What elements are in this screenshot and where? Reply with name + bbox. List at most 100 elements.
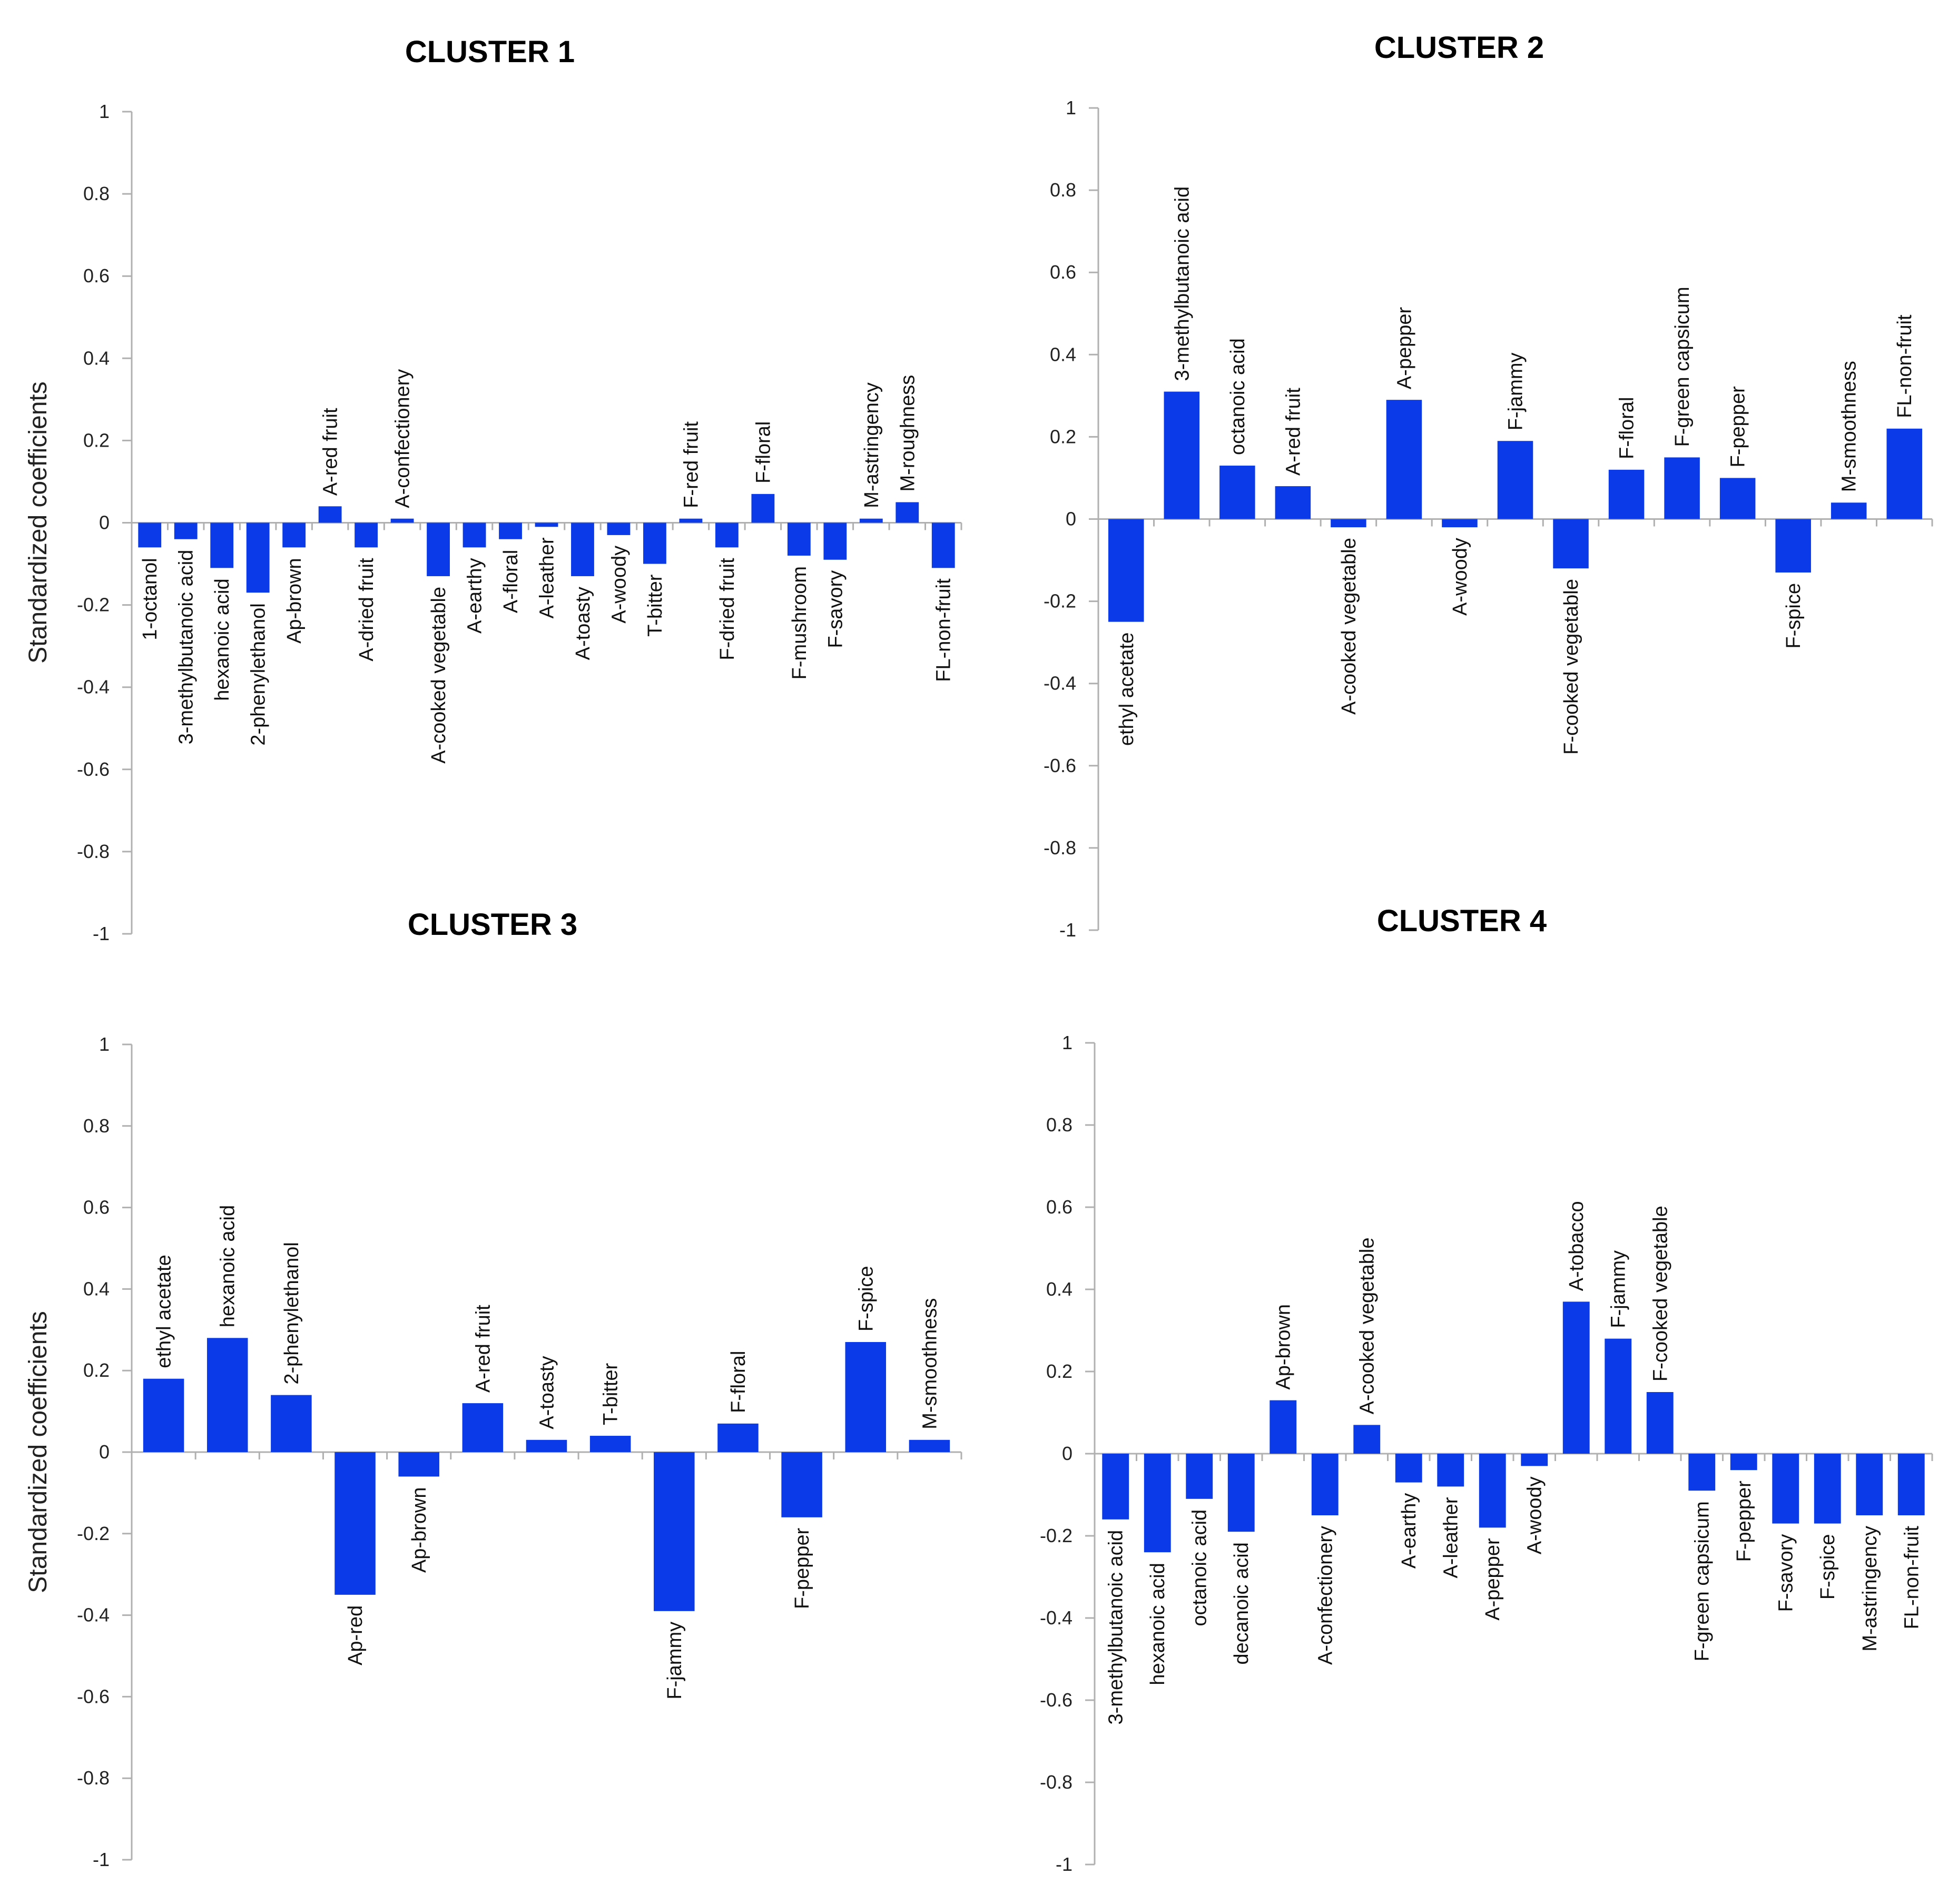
bar xyxy=(1553,519,1589,569)
bar xyxy=(643,522,666,564)
bar-label: T-bitter xyxy=(600,1363,622,1425)
chart-cluster-1: CLUSTER 1 1 0.8 0.6 0.4 0.2 0 -0.2 -0.4 -0.6 -0.8 -… xyxy=(24,35,962,944)
bar xyxy=(1186,1454,1213,1499)
bar-label: T-bitter xyxy=(644,574,666,637)
bar-label: FL-non-fruit xyxy=(1901,1526,1923,1630)
y-tick-label: 0.2 xyxy=(1050,426,1076,447)
bar-label: FL-non-fruit xyxy=(1894,314,1916,418)
bar xyxy=(1730,1454,1757,1471)
y-tick-label: 1 xyxy=(1062,1032,1073,1053)
bar-label: M-roughness xyxy=(897,375,919,492)
bar-label: M-smoothness xyxy=(919,1298,941,1429)
bar xyxy=(1646,1392,1674,1454)
bar xyxy=(334,1452,376,1595)
chart-cluster-4: CLUSTER 4 1 0.8 0.6 0.4 0.2 0 -0.2 -0.4 -0.6 -0.8 -… xyxy=(1040,904,1933,1875)
bar-label: A-woody xyxy=(1449,538,1471,616)
bar xyxy=(1102,1454,1129,1520)
bar-label: F-green capsicum xyxy=(1671,287,1694,447)
y-tick-label: -0.8 xyxy=(1040,1771,1073,1793)
bar-label: F-pepper xyxy=(1733,1481,1755,1562)
bar-label: A-woody xyxy=(608,546,630,624)
y-tick-label: -0.2 xyxy=(77,594,110,616)
bar-label: hexanoic acid xyxy=(217,1205,239,1327)
bar-label: F-jammy xyxy=(664,1622,686,1700)
bar-label: A-tobacco xyxy=(1566,1201,1588,1291)
bar-label: hexanoic acid xyxy=(1147,1563,1169,1685)
bar xyxy=(499,522,522,539)
bar-label: 3-methylbutanoic acid xyxy=(175,550,198,745)
bar xyxy=(571,522,594,576)
bar-label: A-red fruit xyxy=(320,408,342,496)
bar xyxy=(282,522,306,548)
y-tick-label: 0.4 xyxy=(1046,1278,1073,1300)
bar xyxy=(679,518,703,523)
bar-label: F-spice xyxy=(1817,1534,1839,1600)
y-tick-label: -0.6 xyxy=(77,758,110,780)
bar xyxy=(1270,1400,1297,1454)
y-tick-label: 0.6 xyxy=(1046,1196,1073,1218)
bar-label: F-jammy xyxy=(1608,1250,1630,1328)
bar-label: Ap-brown xyxy=(1273,1304,1295,1390)
y-tick-label: 0.2 xyxy=(1046,1360,1073,1382)
bar xyxy=(1479,1454,1506,1528)
bar-label: A-confectionery xyxy=(1314,1526,1336,1665)
y-tick-label: -0.8 xyxy=(77,1767,110,1789)
y-tick-label: -0.4 xyxy=(77,676,110,698)
bar xyxy=(1664,457,1700,519)
bar-label: 1-octanol xyxy=(139,558,161,640)
y-tick-label: -1 xyxy=(93,1849,110,1870)
bar-label: A-leather xyxy=(536,537,558,619)
bar-label: M-astringency xyxy=(861,382,883,508)
y-tick-label: 0.4 xyxy=(83,1278,110,1299)
bar-label: A-cooked vegetable xyxy=(428,587,450,764)
y-tick-label: -0.8 xyxy=(1044,837,1076,859)
y-tick-label: -1 xyxy=(93,923,110,944)
bar-label: A-earthy xyxy=(1398,1493,1420,1569)
bar-label: ethyl acetate xyxy=(153,1255,175,1368)
y-tick-label: 1 xyxy=(99,101,110,122)
bar xyxy=(1562,1301,1590,1454)
bar xyxy=(1395,1454,1422,1483)
y-tick-label: 1 xyxy=(1066,97,1076,119)
bar xyxy=(1442,519,1478,528)
bar xyxy=(390,518,414,523)
chart-title: CLUSTER 1 xyxy=(405,35,575,69)
bar xyxy=(1688,1454,1716,1491)
bar xyxy=(1353,1425,1381,1454)
bar-label: 2-phenylethanol xyxy=(281,1242,303,1384)
bar xyxy=(1608,469,1645,519)
bar xyxy=(1164,391,1200,519)
bar-label: A-pepper xyxy=(1482,1538,1504,1621)
bar xyxy=(1227,1454,1255,1532)
bar-label: A-cooked vegetable xyxy=(1338,538,1360,715)
y-tick-label: -0.8 xyxy=(77,841,110,862)
bar xyxy=(859,518,883,523)
bar xyxy=(909,1439,950,1452)
bar xyxy=(607,522,631,535)
bar xyxy=(1831,502,1867,519)
bar-label: Ap-brown xyxy=(408,1487,430,1573)
y-tick-label: 0.6 xyxy=(83,1197,110,1218)
bar-label: F-pepper xyxy=(791,1528,813,1610)
bar-label: F-floral xyxy=(727,1351,750,1413)
bar xyxy=(1775,519,1811,573)
bar xyxy=(463,522,486,548)
bar xyxy=(1897,1454,1925,1515)
bar-label: Ap-red xyxy=(345,1605,367,1665)
bar-label: F-savory xyxy=(824,570,847,648)
bar-label: F-jammy xyxy=(1505,352,1527,430)
bar xyxy=(896,502,919,523)
bar xyxy=(271,1395,312,1452)
bar-label: A-red fruit xyxy=(472,1305,494,1393)
bar-label: F-green capsicum xyxy=(1691,1501,1714,1661)
y-tick-label: -0.4 xyxy=(1040,1607,1073,1629)
bar xyxy=(1856,1454,1883,1515)
y-tick-label: -0.2 xyxy=(1044,590,1076,612)
bar-label: 3-methylbutanoic acid xyxy=(1105,1530,1127,1725)
bar xyxy=(1311,1454,1339,1515)
bar-label: A-earthy xyxy=(464,558,486,634)
bar xyxy=(1108,519,1144,622)
y-tick-label: 0.8 xyxy=(1050,179,1076,201)
bar-label: ethyl acetate xyxy=(1116,633,1138,746)
